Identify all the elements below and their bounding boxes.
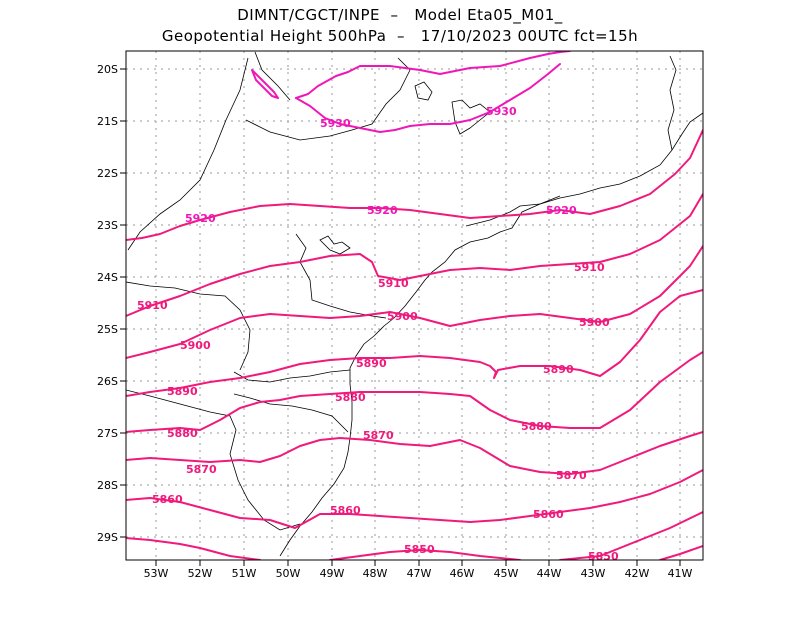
lat-label: 26S [97, 375, 118, 388]
contour-5840-east [659, 545, 703, 560]
lon-label: 46W [450, 567, 475, 580]
lat-label: 24S [97, 271, 118, 284]
lon-label: 42W [625, 567, 650, 580]
contour-label: 5920 [367, 204, 398, 217]
lon-label: 48W [363, 567, 388, 580]
lat-label: 22S [97, 167, 118, 180]
contour-label: 5860 [330, 504, 361, 517]
map-title-line2: Geopotential Height 500hPa – 17/10/2023 … [161, 27, 639, 45]
lon-label: 41W [668, 567, 693, 580]
contour-5900 [126, 245, 703, 359]
contour-label: 5910 [574, 261, 605, 274]
contour-labels: 5930 5930 5920 5920 5920 5910 5910 5910 … [137, 105, 619, 563]
contour-label: 5880 [521, 420, 552, 433]
contour-label: 5890 [167, 385, 198, 398]
lat-label: 27S [97, 427, 118, 440]
lat-label: 21S [97, 115, 118, 128]
contour-5930-south [295, 63, 561, 133]
contour-5850-west [126, 537, 261, 560]
contour-5920 [126, 129, 703, 241]
coastline [279, 112, 703, 557]
contour-label: 5910 [378, 277, 409, 290]
contour-5870 [126, 431, 703, 475]
contour-label: 5880 [335, 391, 366, 404]
contour-5930-north [295, 51, 571, 99]
contour-label: 5910 [137, 299, 168, 312]
contour-label: 5900 [387, 310, 418, 323]
contour-label: 5850 [588, 550, 619, 563]
lon-label: 43W [581, 567, 606, 580]
lake-northwest [414, 81, 433, 101]
contour-label: 5920 [185, 212, 216, 225]
lat-label: 25S [97, 323, 118, 336]
border-sp-pr [295, 233, 387, 319]
lake-furnas [451, 99, 491, 135]
border-ms-pr [127, 57, 249, 251]
lon-label: 50W [276, 567, 301, 580]
lat-label: 20S [97, 63, 118, 76]
contour-5910 [126, 193, 703, 317]
lat-tick-labels: 20S 21S 22S 23S 24S 25S 26S 27S 28S 29S [97, 63, 118, 544]
map-title-line1: DIMNT/CGCT/INPE – Model Eta05_M01_ [237, 6, 563, 24]
contour-label: 5890 [543, 363, 574, 376]
contour-label: 5890 [356, 357, 387, 370]
lon-label: 52W [188, 567, 213, 580]
contour-label: 5880 [167, 427, 198, 440]
lake-billings [319, 235, 351, 255]
contour-5850-east [329, 549, 521, 560]
contour-5860 [126, 469, 703, 529]
lon-label: 44W [537, 567, 562, 580]
contour-label: 5860 [152, 493, 183, 506]
grid [126, 51, 703, 560]
border-sc-rs [233, 393, 349, 433]
border-paraguay [126, 281, 251, 371]
contour-label: 5900 [579, 316, 610, 329]
contour-label: 5930 [486, 105, 517, 118]
border-pr-sc [233, 369, 351, 383]
contour-label: 5870 [363, 429, 394, 442]
lon-label: 53W [144, 567, 169, 580]
border-argentina [126, 389, 301, 531]
contour-label: 5860 [533, 508, 564, 521]
lon-label: 45W [494, 567, 519, 580]
coastlines-borders [126, 51, 703, 557]
contours [126, 51, 703, 560]
contour-label: 5870 [186, 463, 217, 476]
plot-frame [125, 50, 704, 561]
contour-5930-loop [251, 69, 279, 99]
contour-5850-east2 [559, 511, 703, 560]
lat-label: 23S [97, 219, 118, 232]
lon-tick-labels: 53W 52W 51W 50W 49W 48W 47W 46W 45W 44W … [144, 567, 693, 580]
lon-label: 49W [320, 567, 345, 580]
border-mg-sp [245, 57, 411, 141]
contour-label: 5870 [556, 469, 587, 482]
lat-label: 29S [97, 531, 118, 544]
contour-5880 [126, 351, 703, 433]
tick-marks [120, 68, 681, 566]
border-mg-rj [465, 195, 561, 227]
contour-5890 [126, 289, 703, 397]
contour-label: 5850 [404, 543, 435, 556]
contour-label: 5930 [320, 117, 351, 130]
contour-label: 5920 [546, 204, 577, 217]
border-mg-es [667, 55, 677, 151]
lat-label: 28S [97, 479, 118, 492]
river-parana [254, 51, 291, 101]
lon-label: 47W [407, 567, 432, 580]
lon-label: 51W [232, 567, 257, 580]
contour-label: 5900 [180, 339, 211, 352]
